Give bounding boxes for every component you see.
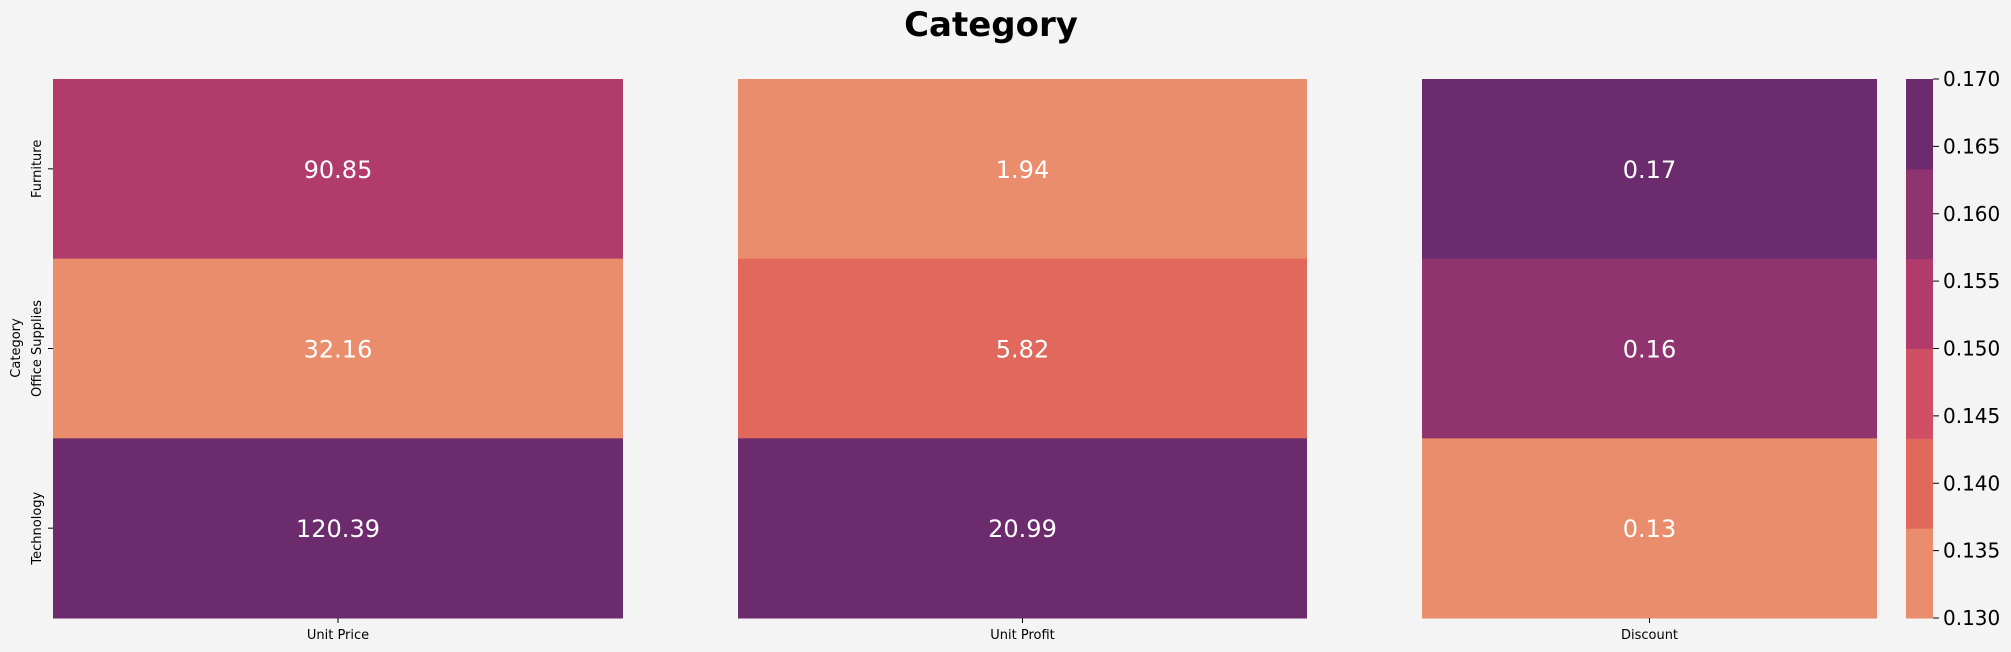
heatmap-cell (53, 438, 623, 619)
cell-value-label: 1.94 (996, 156, 1049, 184)
colorbar-tick-label: 0.135 (1943, 539, 2000, 563)
heatmap-panel-2: 0.17 0.16 0.13 Discount (1422, 79, 1877, 643)
cell-value-label: 90.85 (304, 156, 373, 184)
colorbar-tick-label: 0.140 (1943, 471, 2000, 495)
heatmap-cell (738, 438, 1307, 619)
colorbar-band (1906, 348, 1933, 439)
x-tick-label: Unit Profit (990, 628, 1055, 643)
heatmap-panel-1: 1.94 5.82 20.99 Unit Profit (738, 79, 1307, 643)
y-axis-label: Category (9, 318, 24, 378)
y-tick-label: Furniture (30, 140, 45, 198)
heatmap-cell (1422, 79, 1877, 260)
cell-value-label: 0.17 (1623, 156, 1676, 184)
colorbar-tick-label: 0.130 (1943, 606, 2000, 630)
chart-title: Category (904, 5, 1078, 45)
heatmap-cell (53, 79, 623, 260)
colorbar-tick-label: 0.150 (1943, 337, 2000, 361)
cell-value-label: 5.82 (996, 336, 1049, 364)
colorbar-tick-label: 0.170 (1943, 67, 2000, 91)
heatmap-cell (1422, 438, 1877, 619)
y-tick-label: Office Supplies (30, 300, 45, 397)
colorbar-band (1906, 528, 1933, 619)
cell-value-label: 0.13 (1623, 515, 1676, 543)
heatmap-cell (738, 79, 1307, 260)
cell-value-label: 20.99 (988, 515, 1057, 543)
cell-value-label: 32.16 (304, 336, 373, 364)
heatmap-cell (53, 258, 623, 439)
colorbar-tick-label: 0.155 (1943, 269, 2000, 293)
x-tick-label: Discount (1621, 628, 1678, 643)
colorbar-band (1906, 438, 1933, 529)
colorbar-tick-label: 0.165 (1943, 134, 2000, 158)
cell-value-label: 120.39 (296, 515, 380, 543)
colorbar-tick-label: 0.160 (1943, 202, 2000, 226)
colorbar: 0.130 0.135 0.140 0.145 0.150 0.155 0.160 0.165… (1906, 67, 2000, 630)
heatmap-cell (738, 258, 1307, 439)
colorbar-band (1906, 168, 1933, 260)
colorbar-band (1906, 258, 1933, 349)
x-tick-label: Unit Price (307, 628, 369, 643)
heatmap-panel-0: 90.85 32.16 120.39 Unit Price (53, 79, 623, 643)
colorbar-band (1906, 79, 1933, 170)
heatmap-cell (1422, 258, 1877, 439)
heatmap-panels: 90.85 32.16 120.39 Unit Price 1.94 5.82 20.99 U… (30, 79, 1877, 643)
cell-value-label: 0.16 (1623, 336, 1676, 364)
colorbar-tick-label: 0.145 (1943, 404, 2000, 428)
y-tick-label: Technology (30, 491, 45, 565)
